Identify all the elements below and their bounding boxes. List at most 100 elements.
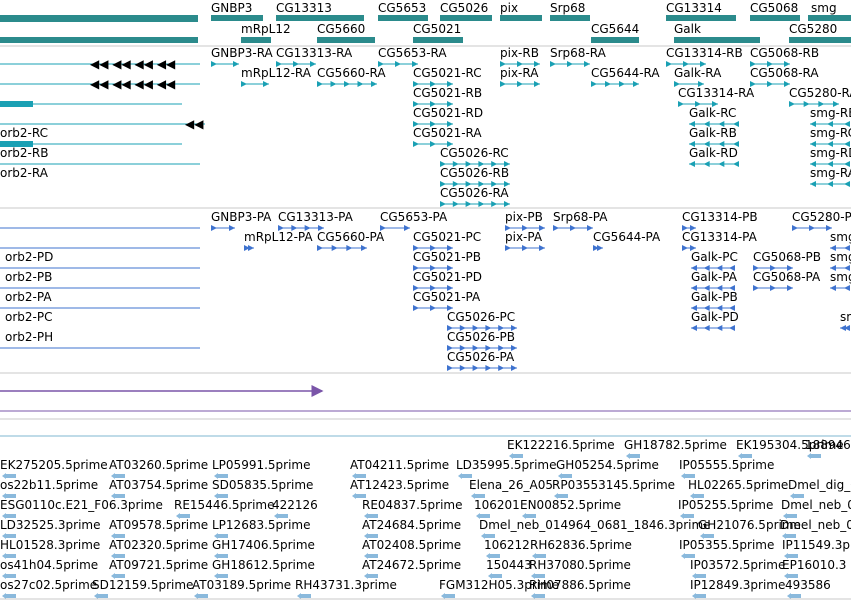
est-label[interactable]: 106201 [474, 498, 520, 512]
protein-label[interactable]: CG5660-PA [317, 230, 385, 244]
est-label[interactable]: EK195304.5prime [736, 438, 844, 452]
protein-label[interactable]: CG5644-PA [593, 230, 661, 244]
est-label[interactable]: IP12849.3prime [690, 578, 785, 592]
transcript-label[interactable]: pix-RB [500, 46, 539, 60]
protein-label[interactable]: GNBP3-PA [211, 210, 272, 224]
est-label[interactable]: GH21076.5prime [698, 518, 801, 532]
protein-label[interactable]: CG5021-PB [413, 250, 481, 264]
transcript-label[interactable]: Srp68-RA [550, 46, 607, 60]
transcript-label[interactable]: orb2-RB [0, 146, 48, 160]
transcript-label[interactable]: CG5660-RA [317, 66, 386, 80]
protein-label[interactable]: Galk-PA [691, 270, 738, 284]
transcript-label[interactable]: Galk-RD [689, 146, 738, 160]
est-label[interactable]: AT24672.5prime [362, 558, 461, 572]
protein-label[interactable]: orb2-PC [5, 310, 52, 324]
gene-label[interactable]: CG5644 [591, 22, 639, 36]
protein-label[interactable]: mRpL12-PA [244, 230, 313, 244]
gene-bar[interactable] [674, 37, 760, 43]
gene-bar[interactable] [789, 37, 851, 43]
protein-label[interactable]: smg-PC [830, 250, 851, 264]
transcript-label[interactable]: orb2-RC [0, 126, 48, 140]
est-label[interactable]: GH05254.5prime [556, 458, 659, 472]
est-label[interactable]: AT09721.5prime [109, 558, 208, 572]
est-label[interactable]: LD35995.5prime [456, 458, 557, 472]
protein-label[interactable]: smg-PA [840, 310, 851, 324]
est-label[interactable]: EP16010.3 [782, 558, 846, 572]
protein-label[interactable]: CG5068-PA [753, 270, 821, 284]
transcript-label[interactable]: CG13314-RB [666, 46, 743, 60]
est-label[interactable]: ESG0110c.E21_F06.3prime [0, 498, 163, 512]
est-label[interactable]: os41h04.5prime [0, 558, 98, 572]
est-label[interactable]: RE04837.5prime [362, 498, 463, 512]
protein-label[interactable]: Galk-PC [691, 250, 738, 264]
transcript-label[interactable]: Galk-RA [674, 66, 722, 80]
gene-label[interactable]: Srp68 [550, 1, 585, 15]
est-label[interactable]: Dmel_neb_0 [781, 498, 851, 512]
gene-label[interactable]: Galk [674, 22, 701, 36]
est-label[interactable]: 493586 [785, 578, 831, 592]
gene-bar[interactable] [413, 37, 463, 43]
est-label[interactable]: AT03754.5prime [109, 478, 208, 492]
est-label[interactable]: FGM312H05.3prime [439, 578, 559, 592]
protein-label[interactable]: CG13313-PA [278, 210, 354, 224]
transcript-label[interactable]: CG13313-RA [276, 46, 353, 60]
gene-label[interactable]: CG5021 [413, 22, 461, 36]
gene-label[interactable]: CG5653 [378, 1, 426, 15]
gene-label[interactable]: CG5026 [440, 1, 488, 15]
protein-label[interactable]: CG5021-PD [413, 270, 482, 284]
gene-bar[interactable] [666, 15, 736, 21]
transcript-label[interactable]: orb2-RA [0, 166, 49, 180]
gene-bar[interactable] [500, 15, 542, 21]
gene-bar[interactable] [440, 15, 492, 21]
est-label[interactable]: Dmel_neb_014964_0681_1846.3prime [479, 518, 711, 532]
transcript-label[interactable]: GNBP3-RA [211, 46, 274, 60]
transcript-label[interactable]: pix-RA [500, 66, 539, 80]
orb2-protein-structures[interactable] [0, 227, 200, 349]
est-label[interactable]: HL01528.3prime [0, 538, 100, 552]
transcript-label[interactable]: CG5068-RB [750, 46, 819, 60]
protein-label[interactable]: Galk-PB [691, 290, 738, 304]
est-label[interactable]: Dmel_dig_C [788, 478, 851, 492]
protein-label[interactable]: Srp68-PA [553, 210, 608, 224]
est-label[interactable]: AT03189.5prime [192, 578, 291, 592]
est-label[interactable]: GH18782.5prime [624, 438, 727, 452]
gene-label[interactable]: CG5068 [750, 1, 798, 15]
est-label[interactable]: Elena_26_A05 [469, 478, 553, 492]
est-label[interactable]: AT04211.5prime [350, 458, 449, 472]
protein-label[interactable]: CG13314-PB [682, 210, 758, 224]
transcript-label[interactable]: CG5026-RC [440, 146, 509, 160]
transcript-label[interactable]: CG13314-RA [678, 86, 755, 100]
est-label[interactable]: IP03572.5prime [690, 558, 785, 572]
protein-label[interactable]: pix-PA [505, 230, 543, 244]
transcript-label[interactable]: smg-RB [810, 106, 851, 120]
est-label[interactable]: RH07886.5prime [529, 578, 631, 592]
est-label[interactable]: LD32525.3prime [0, 518, 101, 532]
est-label[interactable]: RH43731.3prime [295, 578, 397, 592]
transcript-label[interactable]: smg-RD [810, 146, 851, 160]
transcript-label[interactable]: CG5653-RA [378, 46, 447, 60]
est-label[interactable]: IP05355.5prime [679, 538, 774, 552]
transcript-label[interactable]: CG5026-RA [440, 186, 509, 200]
gene-bar[interactable] [211, 15, 263, 21]
est-label[interactable]: 106212 [484, 538, 530, 552]
gene-bar[interactable] [378, 15, 428, 21]
protein-label[interactable]: CG5026-PB [447, 330, 515, 344]
gene-bar[interactable] [276, 15, 364, 21]
est-label[interactable]: Dmel_neb_0 [780, 518, 851, 532]
gene-label[interactable]: CG13314 [666, 1, 722, 15]
gene-label[interactable]: mRpL12 [241, 22, 291, 36]
gene-bar[interactable] [750, 15, 800, 21]
protein-label[interactable]: CG13314-PA [682, 230, 758, 244]
gene-bar[interactable] [0, 15, 198, 22]
est-label[interactable]: AT12423.5prime [350, 478, 449, 492]
transcript-label[interactable]: CG5021-RD [413, 106, 483, 120]
protein-label[interactable]: smg-PD [830, 270, 851, 284]
est-label[interactable]: EK122216.5prime [507, 438, 615, 452]
est-label[interactable]: RP03553145.5prime [552, 478, 675, 492]
est-label[interactable]: LP12683.5prime [212, 518, 311, 532]
protein-label[interactable]: CG5026-PC [447, 310, 515, 324]
protein-label[interactable]: Galk-PD [691, 310, 739, 324]
est-label[interactable]: IP05555.5prime [679, 458, 774, 472]
est-label[interactable]: GH17406.5prime [212, 538, 315, 552]
